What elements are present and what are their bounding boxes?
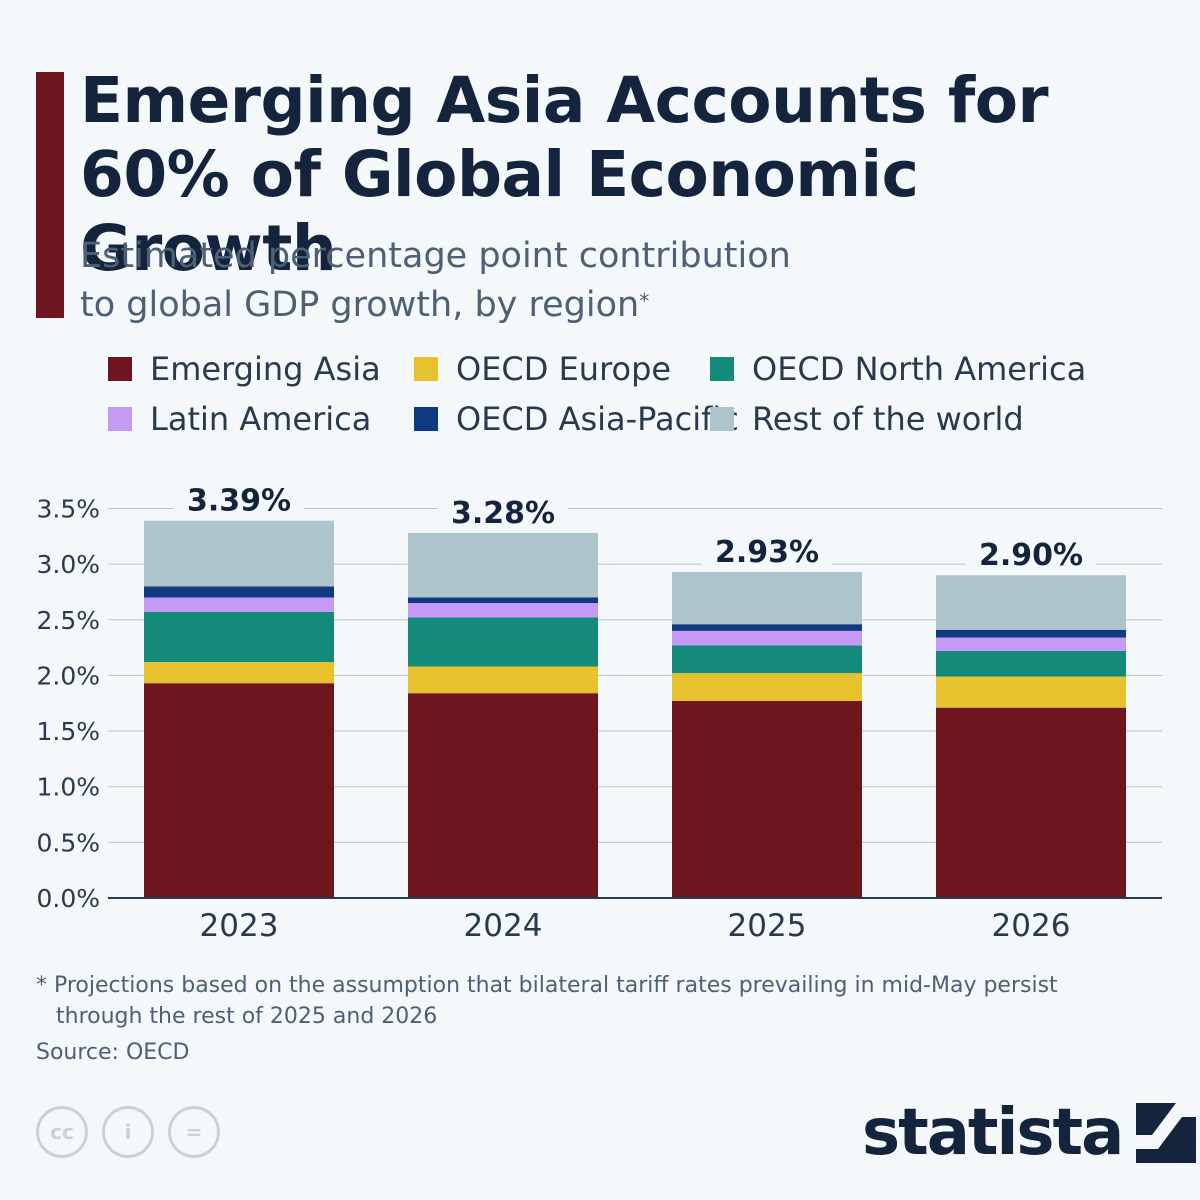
legend-swatch xyxy=(710,357,734,381)
stacked-bar-chart: 0.0% 0.5% 1.0% 1.5% 2.0% 2.5% 3.0% 3.5% 3.39% 202… xyxy=(36,482,1162,944)
bar-segment-rest-of-the-world xyxy=(936,575,1126,630)
bar-segment-oecd-europe xyxy=(144,662,334,684)
bar-segment-oecd-europe xyxy=(408,666,598,694)
x-tick-label: 2024 xyxy=(464,908,543,944)
legend-label: OECD Asia-Pacific xyxy=(456,400,739,438)
bar-segment-latin-america xyxy=(408,603,598,618)
bar-segment-emerging-asia xyxy=(936,707,1126,898)
total-label-background xyxy=(966,537,1096,570)
y-tick-label: 0.0% xyxy=(36,884,100,913)
total-label-background xyxy=(438,494,568,527)
legend-label: OECD North America xyxy=(752,350,1087,388)
footnote-line-2: through the rest of 2025 and 2026 xyxy=(56,1004,438,1029)
no-derivatives-icon[interactable]: = xyxy=(168,1106,220,1158)
bar-segment-oecd-europe xyxy=(672,673,862,701)
subtitle: Estimated percentage point contribution … xyxy=(80,232,980,330)
bar-segment-latin-america xyxy=(936,637,1126,651)
y-tick-label: 2.0% xyxy=(36,661,100,690)
bar-segment-oecd-asia-pacific xyxy=(936,629,1126,638)
page-title: Emerging Asia Accounts for 60% of Global… xyxy=(80,64,1049,285)
accent-bar xyxy=(36,72,64,318)
bar-segment-emerging-asia xyxy=(408,693,598,898)
bar-segment-latin-america xyxy=(672,630,862,646)
subtitle-line-1: Estimated percentage point contribution xyxy=(80,236,791,276)
legend-swatch xyxy=(108,407,132,431)
legend-swatch xyxy=(414,357,438,381)
total-label: 3.28% xyxy=(451,496,555,531)
total-label-background xyxy=(174,482,304,515)
total-label: 3.39% xyxy=(187,484,291,519)
bar-segment-rest-of-the-world xyxy=(408,532,598,598)
legend-item-latin-america: Latin America xyxy=(108,400,414,438)
attribution-icon[interactable]: i xyxy=(102,1106,154,1158)
legend: Emerging Asia OECD Europe OECD North Ame… xyxy=(108,350,1108,438)
bar-segment-rest-of-the-world xyxy=(672,571,862,625)
x-tick-label: 2025 xyxy=(728,908,807,944)
bar-segment-emerging-asia xyxy=(672,700,862,898)
legend-swatch xyxy=(108,357,132,381)
bar-segment-latin-america xyxy=(144,597,334,612)
y-tick-label: 0.5% xyxy=(36,828,100,857)
bar-segment-rest-of-the-world xyxy=(144,520,334,587)
bar-segment-emerging-asia xyxy=(144,683,334,898)
source-note: Source: OECD xyxy=(36,1040,190,1065)
legend-item-emerging-asia: Emerging Asia xyxy=(108,350,414,388)
y-tick-label: 3.0% xyxy=(36,550,100,579)
subtitle-marker: * xyxy=(639,289,650,313)
legend-item-oecd-asia-pacific: OECD Asia-Pacific xyxy=(414,400,739,438)
y-tick-label: 1.0% xyxy=(36,773,100,802)
cc-icon[interactable]: cc xyxy=(36,1106,88,1158)
bar-segment-oecd-asia-pacific xyxy=(672,624,862,631)
statista-logo-icon xyxy=(1136,1103,1197,1163)
footnote-line-1: * Projections based on the assumption th… xyxy=(36,973,1058,998)
bar-segment-oecd-north-america xyxy=(672,645,862,674)
bar-segment-oecd-north-america xyxy=(408,617,598,667)
x-tick-label: 2023 xyxy=(200,908,279,944)
total-label: 2.93% xyxy=(715,535,819,570)
legend-label: Emerging Asia xyxy=(150,350,381,388)
bar-segment-oecd-north-america xyxy=(144,611,334,663)
y-tick-label: 1.5% xyxy=(36,717,100,746)
subtitle-line-2: to global GDP growth, by region xyxy=(80,285,640,325)
legend-item-oecd-north-america: OECD North America xyxy=(710,350,1090,388)
legend-label: Rest of the world xyxy=(752,400,1024,438)
legend-swatch xyxy=(414,407,438,431)
legend-swatch xyxy=(710,407,734,431)
y-tick-label: 2.5% xyxy=(36,606,100,635)
statista-logo[interactable]: statista xyxy=(862,1096,1197,1170)
bar-segment-oecd-asia-pacific xyxy=(408,597,598,604)
y-tick-label: 3.5% xyxy=(36,494,100,523)
bar-segment-oecd-asia-pacific xyxy=(144,586,334,598)
x-tick-label: 2026 xyxy=(992,908,1071,944)
logo-text: statista xyxy=(862,1096,1124,1170)
legend-label: Latin America xyxy=(150,400,372,438)
license-icons: cc i = xyxy=(36,1106,220,1158)
legend-label: OECD Europe xyxy=(456,350,672,388)
total-label-background xyxy=(702,533,832,566)
legend-item-rest-of-world: Rest of the world xyxy=(710,400,1090,438)
total-label: 2.90% xyxy=(979,538,1083,573)
footnote: * Projections based on the assumption th… xyxy=(36,970,1156,1032)
legend-item-oecd-europe: OECD Europe xyxy=(414,350,710,388)
bar-segment-oecd-north-america xyxy=(936,650,1126,677)
bar-segment-oecd-europe xyxy=(936,676,1126,708)
